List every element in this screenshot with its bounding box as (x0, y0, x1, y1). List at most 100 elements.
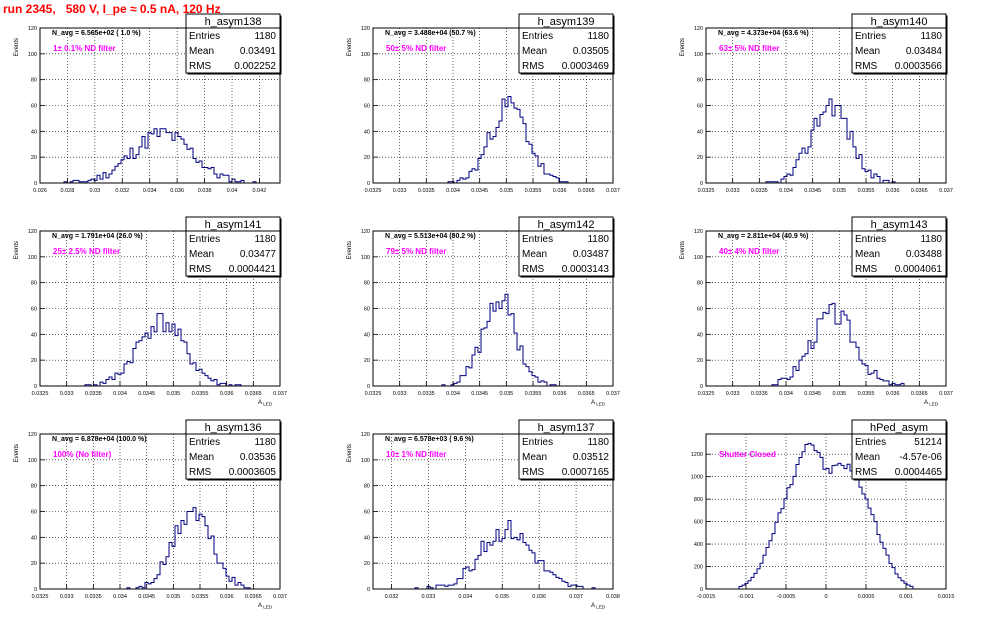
stats-value: 1180 (920, 234, 942, 245)
stats-label: Mean (855, 249, 880, 260)
x-tick-label: 0.033 (422, 594, 436, 600)
x-tick-label: 0.0355 (858, 188, 875, 194)
stats-value: 0.0003143 (562, 264, 610, 275)
x-tick-label: 0.036 (553, 188, 567, 194)
x-tick-label: 0.038 (198, 188, 212, 194)
y-axis-label: Events (680, 38, 686, 56)
stats-value: 0.03488 (906, 249, 943, 260)
stats-label: Entries (855, 437, 886, 448)
filter-note: 40± 4% ND filter (719, 247, 779, 256)
stats-label: Entries (522, 437, 553, 448)
y-tick-label: 1200 (691, 452, 703, 458)
x-tick-label: 0 (824, 594, 827, 600)
y-axis-label: Events (347, 444, 353, 462)
x-axis-label: A LED (258, 400, 273, 407)
y-tick-label: 120 (361, 229, 370, 235)
stats-value: 1180 (254, 31, 276, 42)
filter-note: 63± 5% ND filter (719, 44, 779, 53)
x-tick-label: 0.0325 (365, 391, 382, 397)
stats-title: h_asym140 (871, 16, 928, 28)
y-tick-label: 80 (31, 281, 37, 287)
stats-box: h_asym138 Entries 1180 Mean 0.03491 RMS 0.0022… (185, 13, 282, 75)
stats-label: Entries (855, 31, 886, 42)
y-tick-label: 20 (697, 358, 703, 364)
stats-value: 1180 (254, 234, 276, 245)
x-tick-label: 0.033 (393, 391, 407, 397)
x-tick-label: 0.0345 (471, 391, 488, 397)
x-tick-label: 0.035 (166, 391, 180, 397)
x-tick-label: 0.032 (115, 188, 129, 194)
stats-label: Entries (855, 234, 886, 245)
x-tick-label: 0.034 (446, 188, 460, 194)
stats-label: RMS (522, 467, 545, 478)
y-tick-label: 80 (31, 484, 37, 490)
y-tick-label: 0 (34, 384, 37, 390)
filter-note: 50± 5% ND filter (386, 44, 446, 53)
y-tick-label: 600 (694, 520, 703, 526)
stats-value: 0.0004421 (229, 264, 277, 275)
y-tick-label: 80 (31, 78, 37, 84)
histogram-line (706, 442, 946, 590)
y-tick-label: 20 (697, 155, 703, 161)
y-tick-label: 20 (31, 561, 37, 567)
filter-note: 79± 5% ND filter (386, 247, 446, 256)
stats-title: h_asym142 (538, 219, 595, 231)
x-tick-label: 0.0345 (138, 594, 155, 600)
x-tick-label: 0.035 (499, 391, 513, 397)
y-tick-label: 20 (31, 358, 37, 364)
y-tick-label: 0 (367, 587, 370, 593)
filter-note: 1± 0.1% ND filter (53, 44, 116, 53)
histogram-panel-h_asym141: 0.0325 0.033 0.0335 0.034 0.0345 0.035 0.0355 0… (14, 216, 287, 407)
stats-value: 0.03536 (240, 452, 277, 463)
stats-value: 0.0003605 (229, 467, 277, 478)
stats-value: 1180 (254, 437, 276, 448)
stats-label: RMS (189, 264, 212, 275)
x-tick-label: 0.038 (606, 594, 620, 600)
x-tick-label: 0.034 (779, 391, 793, 397)
stats-value: 1180 (920, 31, 942, 42)
stats-value: 0.0003566 (895, 61, 943, 72)
x-tick-label: 0.0335 (751, 391, 768, 397)
y-tick-label: 60 (31, 104, 37, 110)
y-tick-label: 60 (31, 510, 37, 516)
y-tick-label: 120 (28, 26, 37, 32)
x-tick-label: 0.0365 (911, 188, 928, 194)
y-tick-label: 0 (700, 587, 703, 593)
n-avg-label: N_avg = 4.373e+04 (63.6 %) (718, 30, 809, 37)
stats-title: h_asym139 (538, 16, 595, 28)
x-axis-label: A LED (924, 400, 939, 407)
x-tick-label: 0.032 (385, 594, 399, 600)
stats-label: Mean (522, 452, 547, 463)
x-tick-label: 0.0335 (418, 188, 435, 194)
y-tick-label: 200 (694, 565, 703, 571)
x-tick-label: 0.0335 (85, 391, 102, 397)
y-tick-label: 100 (361, 255, 370, 261)
stats-label: RMS (189, 467, 212, 478)
stats-box: h_asym143 Entries 1180 Mean 0.03488 RMS 0.0004… (851, 216, 948, 278)
stats-box: h_asym141 Entries 1180 Mean 0.03477 RMS 0.0004… (185, 216, 282, 278)
histogram-line (373, 95, 613, 184)
x-tick-label: 0.0345 (138, 391, 155, 397)
x-tick-label: 0.0325 (698, 391, 715, 397)
x-tick-label: 0.03 (89, 188, 100, 194)
stats-value: 0.0004061 (895, 264, 943, 275)
stats-value: 0.0004465 (895, 467, 943, 478)
x-tick-label: 0.0335 (751, 188, 768, 194)
x-tick-label: 0.037 (273, 391, 287, 397)
histogram-line (40, 507, 280, 590)
stats-label: Mean (522, 249, 547, 260)
histogram-panel-h_asym143: 0.0325 0.033 0.0335 0.034 0.0345 0.035 0.0355 0… (680, 216, 953, 407)
y-tick-label: 80 (697, 281, 703, 287)
x-tick-label: 0.033 (393, 188, 407, 194)
stats-value: 0.03512 (573, 452, 610, 463)
stats-label: Mean (855, 46, 880, 57)
stats-label: Entries (522, 234, 553, 245)
x-tick-label: 0.0325 (32, 594, 49, 600)
y-tick-label: 100 (28, 458, 37, 464)
stats-value: 51214 (914, 437, 942, 448)
x-tick-label: 0.037 (273, 594, 287, 600)
x-tick-label: 0.0335 (85, 594, 102, 600)
x-tick-label: 0.033 (726, 391, 740, 397)
stats-box: h_asym139 Entries 1180 Mean 0.03505 RMS 0.0003… (518, 13, 615, 75)
